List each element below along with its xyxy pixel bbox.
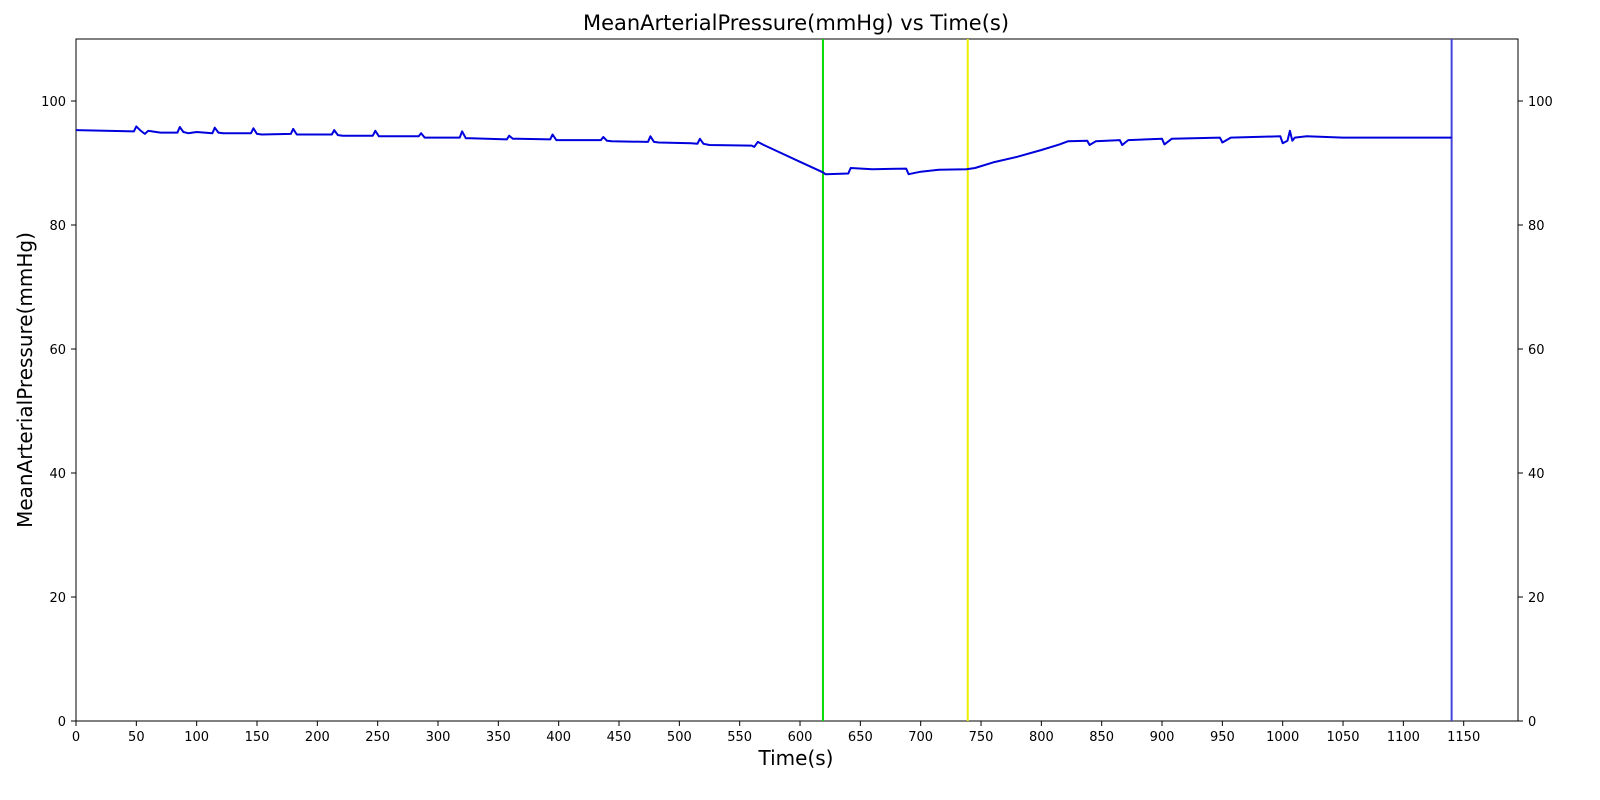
series-line <box>75 125 1452 176</box>
y-tick-label-left: 0 <box>58 715 66 730</box>
x-tick-label: 950 <box>1210 730 1235 745</box>
y-tick-label-left: 60 <box>49 343 66 358</box>
x-tick-label: 900 <box>1150 730 1175 745</box>
y-tick-label-left: 100 <box>41 95 66 110</box>
x-tick-label: 750 <box>969 730 994 745</box>
x-tick-label: 1050 <box>1326 730 1359 745</box>
x-tick-label: 700 <box>908 730 933 745</box>
y-tick-label-left: 80 <box>49 219 66 234</box>
x-tick-label: 650 <box>848 730 873 745</box>
x-tick-label: 200 <box>305 730 330 745</box>
x-tick-label: 800 <box>1029 730 1054 745</box>
y-tick-label-right: 100 <box>1528 95 1553 110</box>
x-tick-label: 1100 <box>1387 730 1420 745</box>
x-tick-label: 600 <box>788 730 813 745</box>
x-tick-label: 0 <box>72 730 80 745</box>
x-tick-label: 500 <box>667 730 692 745</box>
y-tick-label-right: 0 <box>1528 715 1536 730</box>
x-tick-label: 450 <box>607 730 632 745</box>
x-tick-label: 300 <box>426 730 451 745</box>
marker-lines <box>821 39 1453 721</box>
y-tick-label-left: 20 <box>49 591 66 606</box>
y-axis-label: MeanArterialPressure(mmHg) <box>13 232 37 528</box>
y-tick-label-left: 40 <box>49 467 66 482</box>
plot-frame <box>75 38 1519 722</box>
x-tick-label: 250 <box>365 730 390 745</box>
x-tick-label: 850 <box>1089 730 1114 745</box>
y-tick-label-right: 40 <box>1528 467 1545 482</box>
x-tick-label: 400 <box>546 730 571 745</box>
y-tick-label-right: 80 <box>1528 219 1545 234</box>
chart-title: MeanArterialPressure(mmHg) vs Time(s) <box>583 11 1009 35</box>
x-tick-label: 50 <box>128 730 145 745</box>
x-tick-label: 550 <box>727 730 752 745</box>
x-tick-label: 350 <box>486 730 511 745</box>
y-tick-label-right: 60 <box>1528 343 1545 358</box>
x-tick-label: 1150 <box>1447 730 1480 745</box>
x-tick-label: 1000 <box>1266 730 1299 745</box>
y-tick-label-right: 20 <box>1528 591 1545 606</box>
series-group <box>75 125 1452 176</box>
x-axis-label: Time(s) <box>758 746 834 770</box>
x-tick-label: 150 <box>245 730 270 745</box>
axis-ticks: 0 50 100 150 200 250 300 350 400 450 500 550 600 650 7… <box>41 95 1553 745</box>
x-tick-label: 100 <box>184 730 209 745</box>
